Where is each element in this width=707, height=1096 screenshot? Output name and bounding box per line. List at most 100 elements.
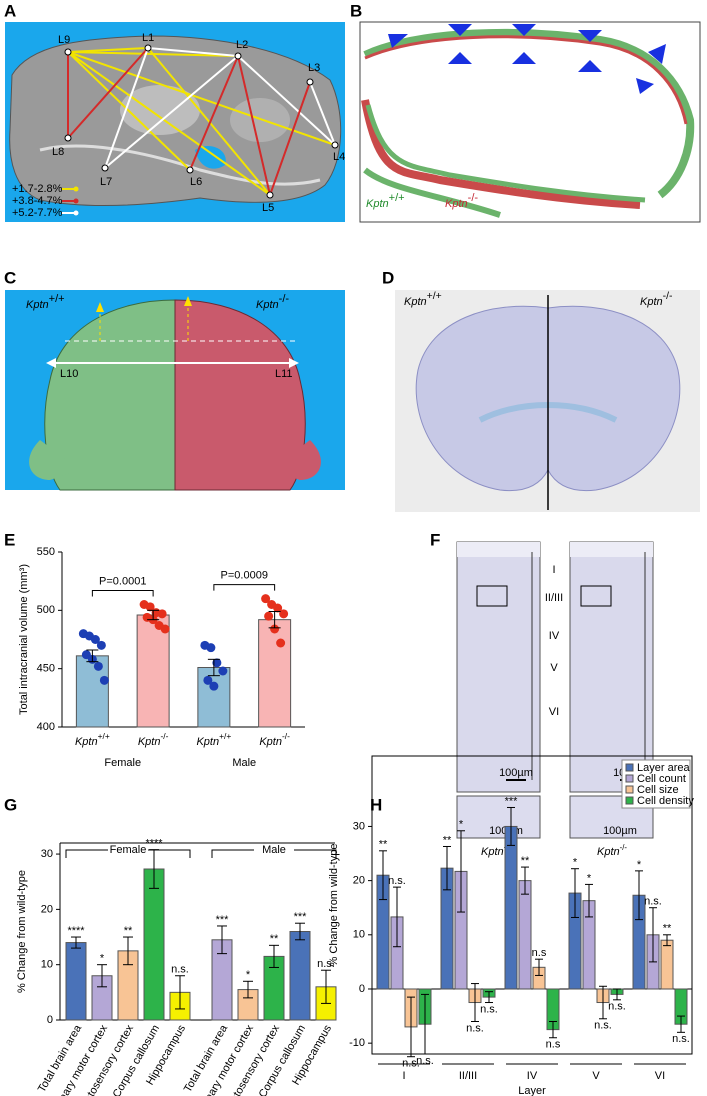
significance-label: ** — [379, 839, 388, 851]
significance-label: n.s — [532, 947, 547, 959]
landmark-link — [237, 55, 336, 146]
landmark-point — [101, 164, 109, 172]
y-tick-label: 550 — [37, 546, 55, 558]
data-point — [279, 609, 289, 619]
data-point — [276, 638, 286, 648]
significance-label: n.s. — [608, 1001, 626, 1013]
significance-label: n.s. — [466, 1022, 484, 1034]
significance-label: * — [587, 872, 592, 884]
y-tick-label: 500 — [37, 604, 55, 616]
legend-label: +1.7-2.8% — [12, 183, 63, 195]
data-point — [212, 658, 222, 668]
bar — [75, 655, 109, 728]
significance-label: ** — [521, 855, 530, 867]
layer-label: IV — [549, 630, 560, 642]
brain-section-image — [395, 290, 700, 512]
landmark-point — [331, 141, 339, 149]
y-tick-label: 0 — [47, 1014, 53, 1026]
landmark-link — [67, 51, 191, 171]
layer-label: II/III — [545, 592, 563, 604]
genotype-superscript: -/- — [620, 843, 628, 852]
landmark-label: L5 — [262, 202, 274, 214]
landmark-label: L7 — [100, 176, 112, 188]
panel-label: E — [4, 530, 15, 549]
data-point — [209, 681, 219, 691]
y-axis-label: Total intracranial volume (mm³) — [18, 564, 30, 715]
panel-label: A — [4, 1, 16, 20]
cortex-section-images — [456, 541, 654, 839]
scale-bar-label: 100µm — [499, 767, 533, 779]
genotype-superscript: +/+ — [98, 731, 110, 741]
genotype-name: Kptn — [196, 736, 219, 748]
significance-label: ** — [663, 923, 672, 935]
layer-label: V — [550, 662, 558, 674]
landmark-point — [64, 134, 72, 142]
landmark-point — [306, 78, 314, 86]
genotype-superscript: +/+ — [219, 731, 231, 741]
p-value-annotation: P=0.0001 — [99, 575, 146, 587]
landmark-label: L2 — [236, 39, 248, 51]
legend-dot — [73, 186, 79, 192]
significance-label: n.s. — [171, 964, 189, 976]
landmark-link — [309, 81, 336, 146]
y-tick-label: 400 — [37, 721, 55, 733]
bar — [289, 931, 311, 1021]
panel-label: F — [430, 530, 440, 549]
significance-label: * — [637, 859, 642, 871]
genotype-label: Kptn-/- — [640, 291, 672, 308]
landmark-label: L8 — [52, 146, 64, 158]
landmark-link — [147, 47, 239, 57]
data-point — [273, 603, 283, 613]
genotype-superscript: -/- — [160, 731, 168, 741]
genotype-label: Kptn+/+ — [75, 731, 110, 748]
landmark-link — [189, 55, 239, 171]
y-tick-label: 10 — [41, 959, 53, 971]
x-axis-label: Layer — [518, 1085, 546, 1096]
genotype-superscript: +/+ — [389, 192, 405, 204]
y-tick-label: -10 — [349, 1037, 365, 1049]
x-tick-label: V — [592, 1070, 600, 1082]
landmark-link — [269, 81, 311, 196]
panel-label: G — [4, 795, 17, 814]
significance-label: ** — [124, 925, 133, 937]
panel-label: B — [350, 1, 362, 20]
panel-label: C — [4, 268, 16, 287]
group-label-bg — [108, 844, 148, 856]
y-tick-label: 10 — [353, 929, 365, 941]
data-point — [218, 666, 228, 676]
y-tick-label: 20 — [353, 875, 365, 887]
bar — [136, 614, 170, 728]
y-tick-label: 0 — [359, 983, 365, 995]
genotype-label: Kptn-/- — [256, 293, 289, 311]
legend-swatch — [625, 796, 634, 805]
genotype-name: Kptn — [640, 296, 663, 308]
genotype-name: Kptn — [481, 846, 504, 858]
landmark-point — [144, 44, 152, 52]
x-tick-label: VI — [655, 1070, 665, 1082]
significance-label: n.s. — [388, 875, 406, 887]
significance-label: *** — [294, 911, 308, 923]
landmark-point — [234, 52, 242, 60]
significance-label: * — [573, 857, 578, 869]
data-point — [93, 661, 103, 671]
y-tick-label: 30 — [353, 820, 365, 832]
genotype-name: Kptn — [597, 846, 620, 858]
genotype-name: Kptn — [75, 736, 98, 748]
landmark-point — [266, 191, 274, 199]
genotype-name: Kptn — [445, 198, 468, 210]
landmark-label: L4 — [333, 151, 345, 163]
genotype-superscript: +/+ — [49, 293, 65, 305]
legend-label: +5.2-7.7% — [12, 207, 63, 219]
legend-label: Cell density — [637, 795, 694, 807]
significance-label: **** — [145, 838, 163, 850]
significance-label: * — [100, 953, 105, 965]
data-point — [203, 675, 213, 685]
legend-label: Cell size — [637, 784, 679, 796]
layer-label: I — [552, 564, 555, 576]
genotype-name: Kptn — [256, 299, 279, 311]
significance-label: * — [246, 969, 251, 981]
significance-label: n.s — [546, 1039, 561, 1051]
plot-frame — [371, 755, 693, 1055]
data-point — [157, 609, 167, 619]
